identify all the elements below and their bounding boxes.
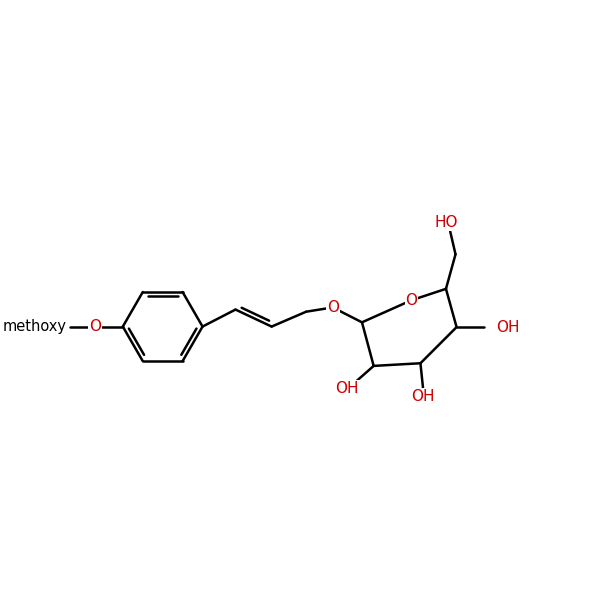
Text: OH: OH: [496, 320, 520, 335]
Text: O: O: [406, 293, 418, 308]
Text: OH: OH: [412, 389, 435, 404]
Text: HO: HO: [435, 215, 458, 230]
Text: methoxy: methoxy: [3, 319, 67, 334]
Text: OH: OH: [335, 381, 359, 396]
Text: O: O: [327, 300, 339, 315]
Text: O: O: [89, 319, 101, 334]
